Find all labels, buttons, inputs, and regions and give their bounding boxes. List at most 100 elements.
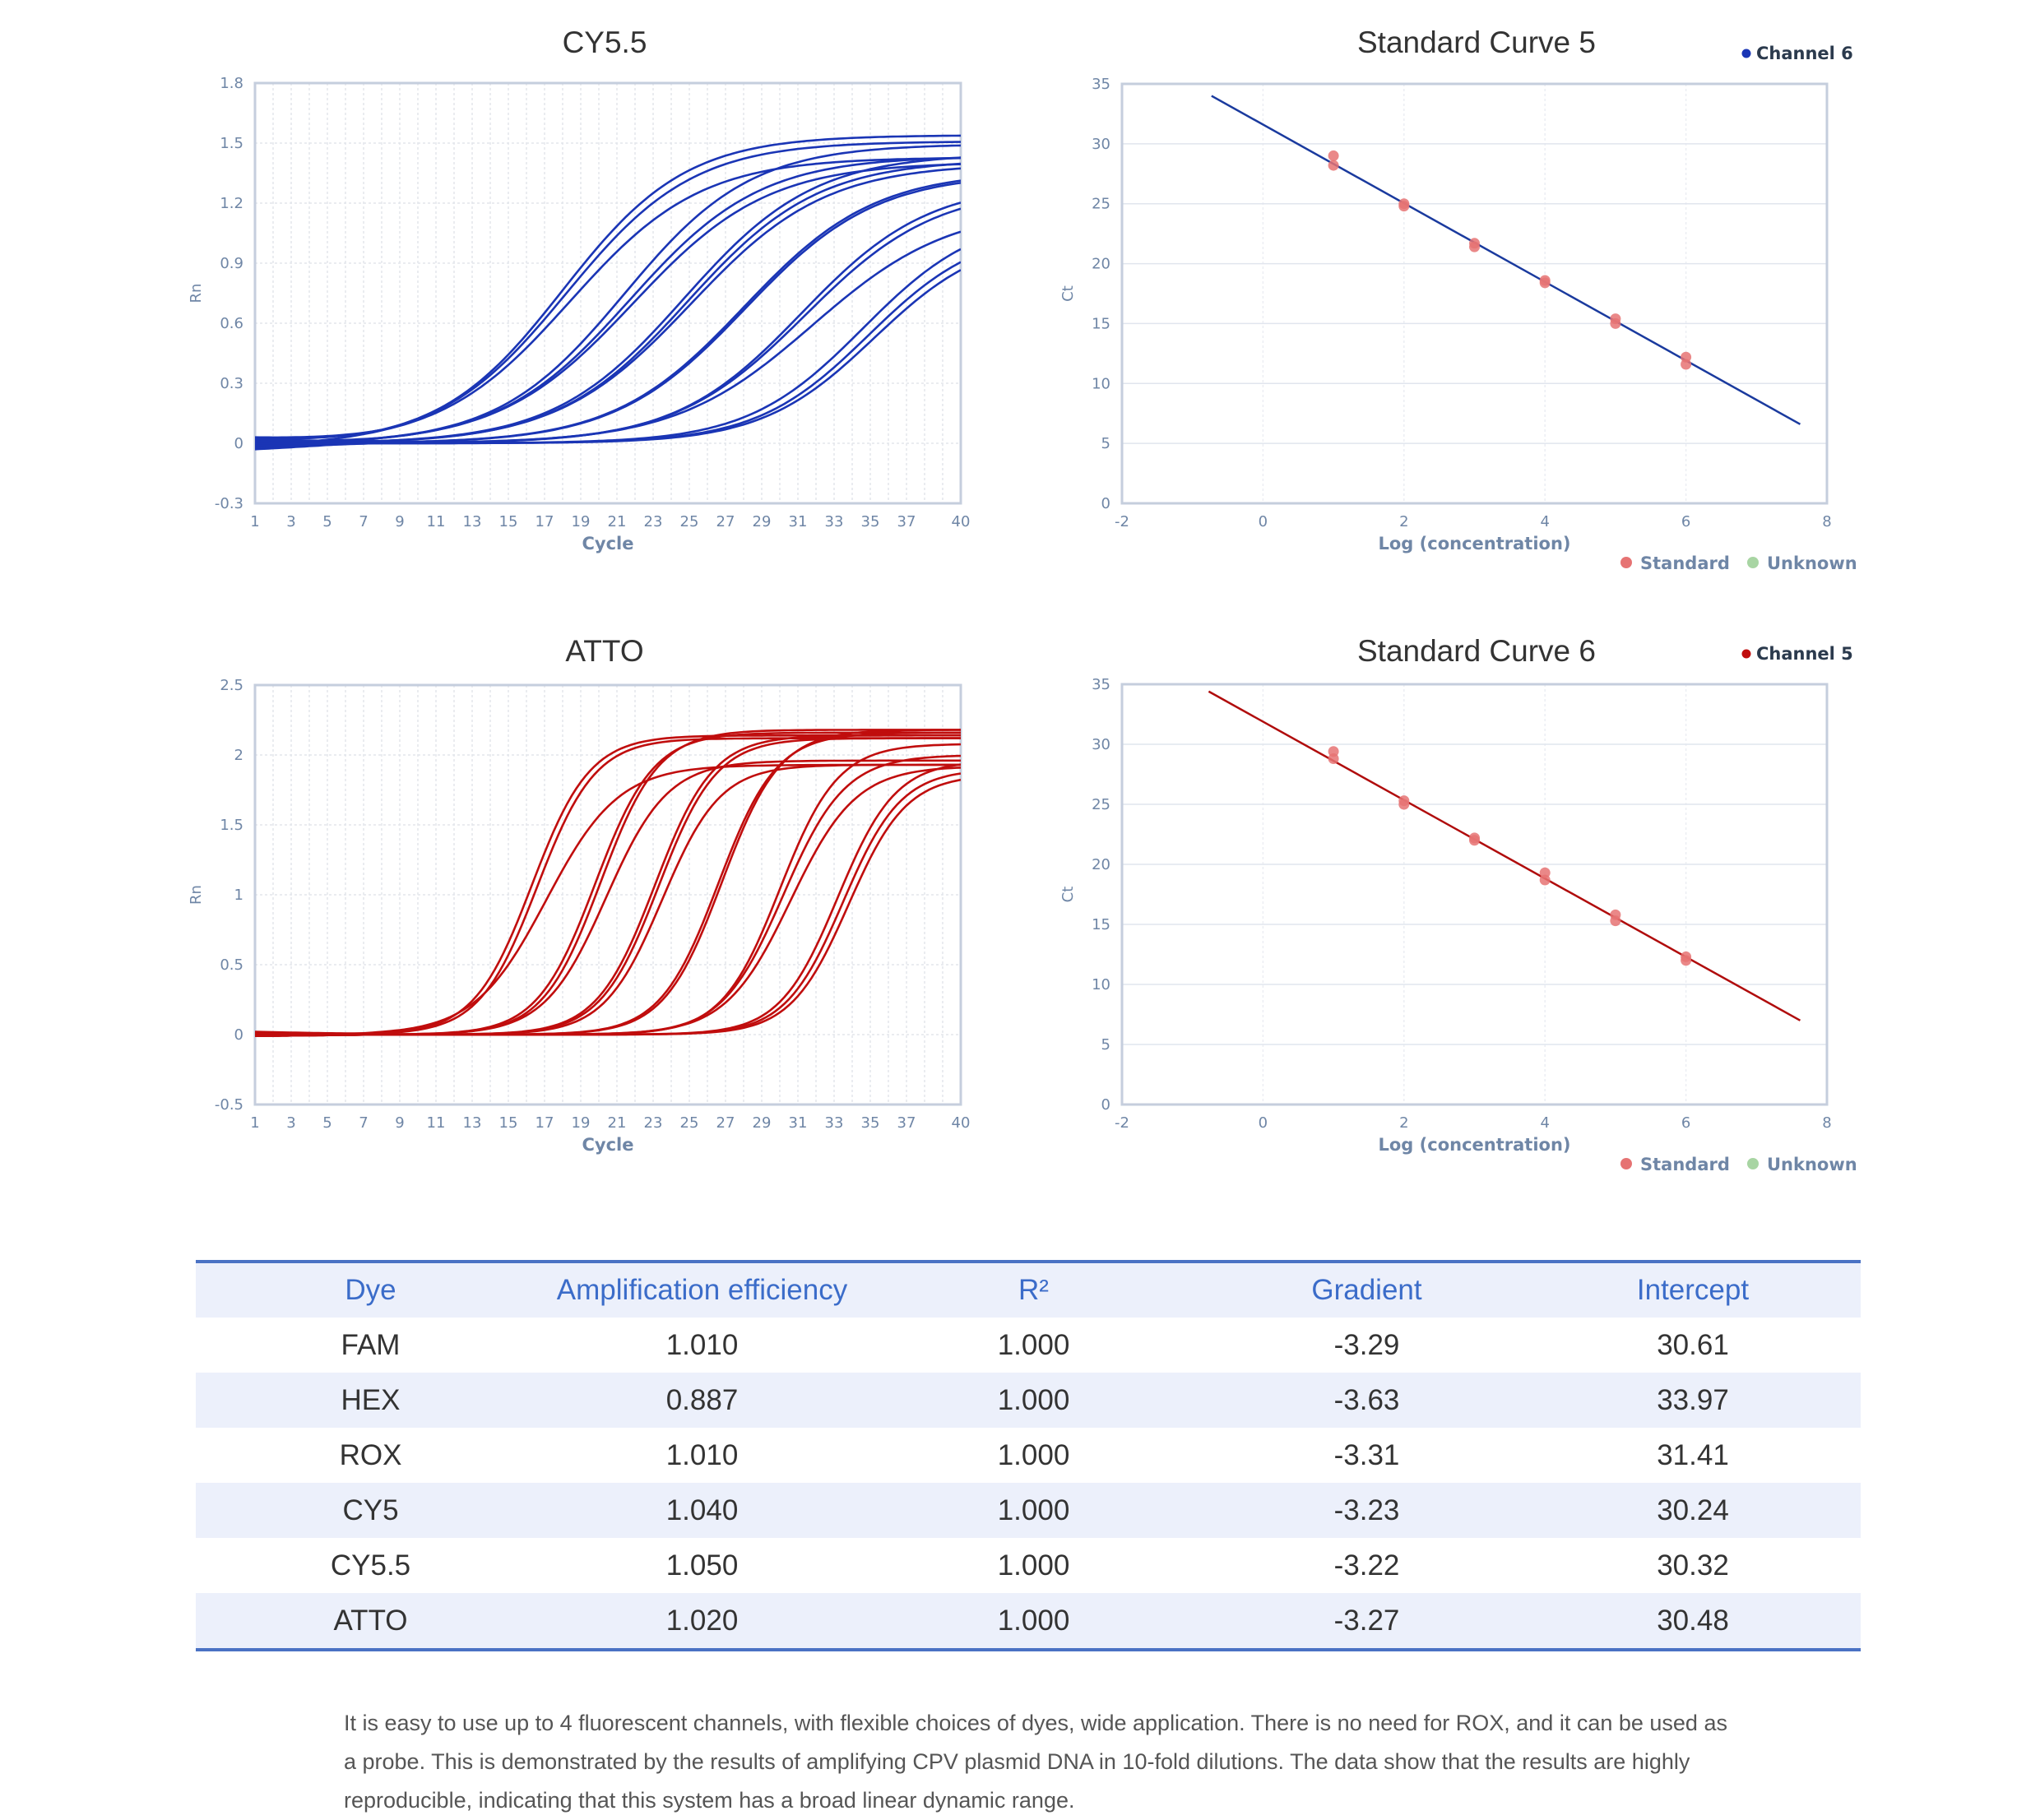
cell-amplification-efficiency: 1.010 [665,1328,739,1361]
cell-gradient: -3.23 [1208,1483,1525,1538]
x-tick-label: -2 [1115,1114,1129,1132]
table-row: CY5.5 1.050 1.000 -3.22 30.32 [196,1538,1861,1593]
series-group [255,729,961,1037]
x-tick-label: 37 [897,513,916,530]
standard-point [1469,835,1480,846]
cell-gradient: -3.31 [1333,1438,1400,1471]
standard-point [1328,160,1339,171]
charts-canvas: CY5.5-0.300.30.60.91.21.51.81 3 5 7 9 11 13 15 1… [188,25,1857,1174]
x-tick-label: 17 [536,513,554,530]
x-tick-label: 31 [789,513,808,530]
x-tick-label: 27 [716,513,735,530]
channel-legend-label: Channel 6 [1756,44,1853,63]
y-tick-label: 30 [1092,736,1110,753]
y-tick-label: -0.3 [215,495,243,512]
chart-title: Standard Curve 5 [1357,25,1596,59]
cell-r-squared: 1.000 [997,1438,1070,1471]
table-row: ROX 1.010 1.000 -3.31 31.41 [196,1428,1861,1483]
cell-amplification-efficiency: 0.887 [545,1373,859,1428]
x-tick-label: 9 [395,513,404,530]
channel-legend-label: Channel 5 [1756,644,1853,664]
x-tick-label: 37 [897,1114,916,1132]
cell-amplification-efficiency: 1.010 [665,1438,739,1471]
cell-dye: ROX [339,1438,402,1471]
plot-frame [253,81,962,505]
x-tick-label: 4 [1540,1114,1549,1132]
channel-legend-dot [1741,49,1751,58]
y-tick-label: 20 [1092,856,1110,873]
x-tick-label: 3 [286,1114,295,1132]
legend-standard-dot [1620,557,1632,568]
x-tick-label: 40 [952,1114,971,1132]
legend-standard-dot [1620,1158,1632,1169]
cell-amplification-efficiency: 1.050 [665,1549,739,1582]
x-tick-label: -2 [1115,513,1129,530]
cell-gradient: -3.27 [1208,1593,1525,1650]
amplification-curve [255,759,961,1037]
amplification-curve [255,163,961,442]
y-tick-label: 2.5 [220,677,243,694]
cell-gradient: -3.22 [1333,1549,1400,1582]
cell-r-squared: 1.000 [997,1328,1070,1361]
header-r-squared: R² [859,1262,1208,1318]
header-gradient: Gradient [1208,1262,1525,1318]
x-tick-label: 21 [608,513,627,530]
standard-point [1328,753,1339,765]
y-tick-label: 5 [1101,435,1110,452]
cell-intercept: 30.24 [1525,1483,1861,1538]
y-axis-label: Ct [1059,285,1077,302]
cell-dye: FAM [341,1328,401,1361]
channel-legend-dot [1741,649,1751,659]
plot-frame [1120,82,1829,505]
cell-dye: CY5 [196,1483,545,1538]
x-axis-label: Log (concentration) [1379,1135,1571,1155]
amplification-curve [255,144,961,445]
x-tick-label: 5 [322,513,332,530]
standard-point [1398,799,1410,810]
cell-gradient: -3.29 [1333,1328,1400,1361]
x-tick-label: 40 [952,513,971,530]
x-tick-label: 1 [250,1114,259,1132]
chart-title: Standard Curve 6 [1357,634,1596,668]
y-axis-label: Rn [188,284,205,303]
cell-amplification-efficiency: 1.020 [545,1593,859,1650]
amplification-curve [255,269,961,445]
standard-point [1610,915,1621,927]
amplification-curve [255,763,961,1037]
x-tick-label: 15 [499,513,518,530]
y-tick-label: -0.5 [215,1096,243,1114]
legend-unknown-label: Unknown [1767,1155,1857,1174]
x-tick-label: 23 [644,1114,663,1132]
chart-std_curve_5: Standard Curve 5 0 5 10 15 20 25 30 35 -2 0 2 4 6 8 Log… [1059,25,1857,573]
x-tick-label: 6 [1681,513,1690,530]
x-tick-label: 2 [1399,513,1408,530]
y-tick-label: 10 [1092,375,1110,392]
cell-intercept: 30.32 [1657,1549,1729,1582]
cell-gradient: -3.63 [1208,1373,1525,1428]
x-tick-label: 25 [680,513,699,530]
x-tick-label: 11 [427,1114,446,1132]
y-tick-label: 35 [1092,676,1110,693]
x-tick-label: 29 [753,513,772,530]
x-tick-label: 15 [499,1114,518,1132]
amplification-curve [255,778,961,1037]
cell-dye: CY5.5 [330,1549,411,1582]
y-tick-label: 15 [1092,315,1110,332]
standard-point [1328,150,1339,161]
standard-point [1398,201,1410,212]
x-tick-label: 5 [322,1114,332,1132]
y-tick-label: 30 [1092,136,1110,153]
cell-dye: ATTO [196,1593,545,1650]
cell-amplification-efficiency: 1.040 [545,1483,859,1538]
y-tick-label: 0.6 [220,315,243,332]
legend-standard-label: Standard [1640,553,1730,573]
amplification-curve [255,162,961,445]
header-intercept: Intercept [1525,1262,1861,1318]
x-tick-label: 19 [572,1114,591,1132]
chart-amp_cy55: CY5.5-0.300.30.60.91.21.51.81 3 5 7 9 11 13 15 1… [188,25,970,553]
y-tick-label: 15 [1092,916,1110,933]
y-tick-label: 1.5 [220,817,243,834]
y-tick-label: 0 [1101,495,1110,512]
standard-point [1539,874,1551,886]
x-tick-label: 29 [753,1114,772,1132]
